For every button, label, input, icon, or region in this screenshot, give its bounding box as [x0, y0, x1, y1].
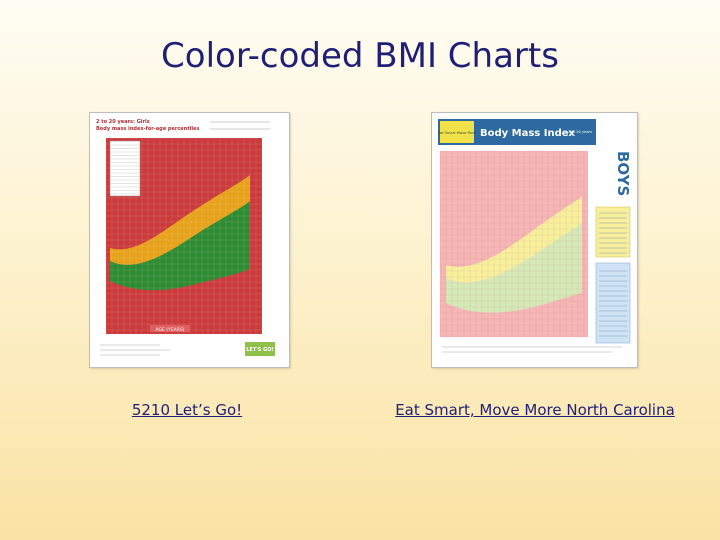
girls-bmi-chart-graphic: 2 to 20 years: Girls Body mass index-for…	[90, 113, 289, 367]
boys-legend-box-2	[595, 262, 631, 344]
boys-age-range: 2 to 20 years	[568, 130, 592, 134]
link-eat-smart-move-more[interactable]: Eat Smart, Move More North Carolina	[395, 401, 675, 419]
boys-bmi-chart-image: Eat Smart Move More Body Mass Index 2 to…	[431, 112, 638, 368]
link-5210-lets-go[interactable]: 5210 Let’s Go!	[131, 401, 243, 419]
boys-chart-heading: Body Mass Index	[480, 128, 576, 139]
girls-chart-heading-2: Body mass index-for-age percentiles	[96, 126, 199, 132]
esmm-logo	[440, 121, 474, 143]
letsgo-logo-text: LET'S GO!	[246, 347, 274, 353]
girls-x-axis-title-bg	[150, 325, 190, 332]
boys-band-underweight	[446, 293, 582, 337]
letsgo-logo	[245, 342, 275, 356]
boys-bmi-chart-graphic: Eat Smart Move More Body Mass Index 2 to…	[432, 113, 637, 367]
girls-bmi-chart-image: 2 to 20 years: Girls Body mass index-for…	[89, 112, 290, 368]
boys-legend-box-1	[595, 206, 631, 258]
boys-side-label: BOYS	[614, 151, 632, 196]
slide-title: Color-coded BMI Charts	[161, 36, 559, 76]
esmm-logo-text: Eat Smart Move More	[438, 131, 478, 135]
girls-band-underweight	[110, 269, 250, 331]
girls-x-axis-title: AGE (YEARS)	[156, 327, 185, 333]
girls-data-table	[109, 140, 141, 197]
girls-chart-heading-1: 2 to 20 years: Girls	[96, 119, 150, 125]
